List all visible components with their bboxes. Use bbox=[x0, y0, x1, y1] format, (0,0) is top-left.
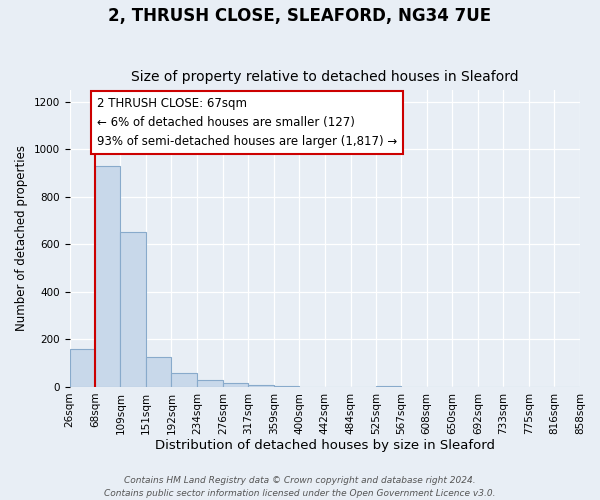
Bar bbox=[146, 357, 172, 387]
Title: Size of property relative to detached houses in Sleaford: Size of property relative to detached ho… bbox=[131, 70, 518, 85]
Bar bbox=[197, 380, 223, 387]
Bar bbox=[248, 384, 274, 387]
Bar bbox=[223, 384, 248, 387]
Text: 2 THRUSH CLOSE: 67sqm
← 6% of detached houses are smaller (127)
93% of semi-deta: 2 THRUSH CLOSE: 67sqm ← 6% of detached h… bbox=[97, 98, 397, 148]
Bar bbox=[95, 166, 121, 387]
Bar bbox=[121, 232, 146, 387]
Bar bbox=[70, 349, 95, 387]
Bar bbox=[172, 372, 197, 387]
Y-axis label: Number of detached properties: Number of detached properties bbox=[15, 146, 28, 332]
Bar bbox=[274, 386, 299, 387]
Text: Contains HM Land Registry data © Crown copyright and database right 2024.
Contai: Contains HM Land Registry data © Crown c… bbox=[104, 476, 496, 498]
Text: 2, THRUSH CLOSE, SLEAFORD, NG34 7UE: 2, THRUSH CLOSE, SLEAFORD, NG34 7UE bbox=[109, 8, 491, 26]
Bar bbox=[376, 386, 401, 387]
X-axis label: Distribution of detached houses by size in Sleaford: Distribution of detached houses by size … bbox=[155, 440, 495, 452]
